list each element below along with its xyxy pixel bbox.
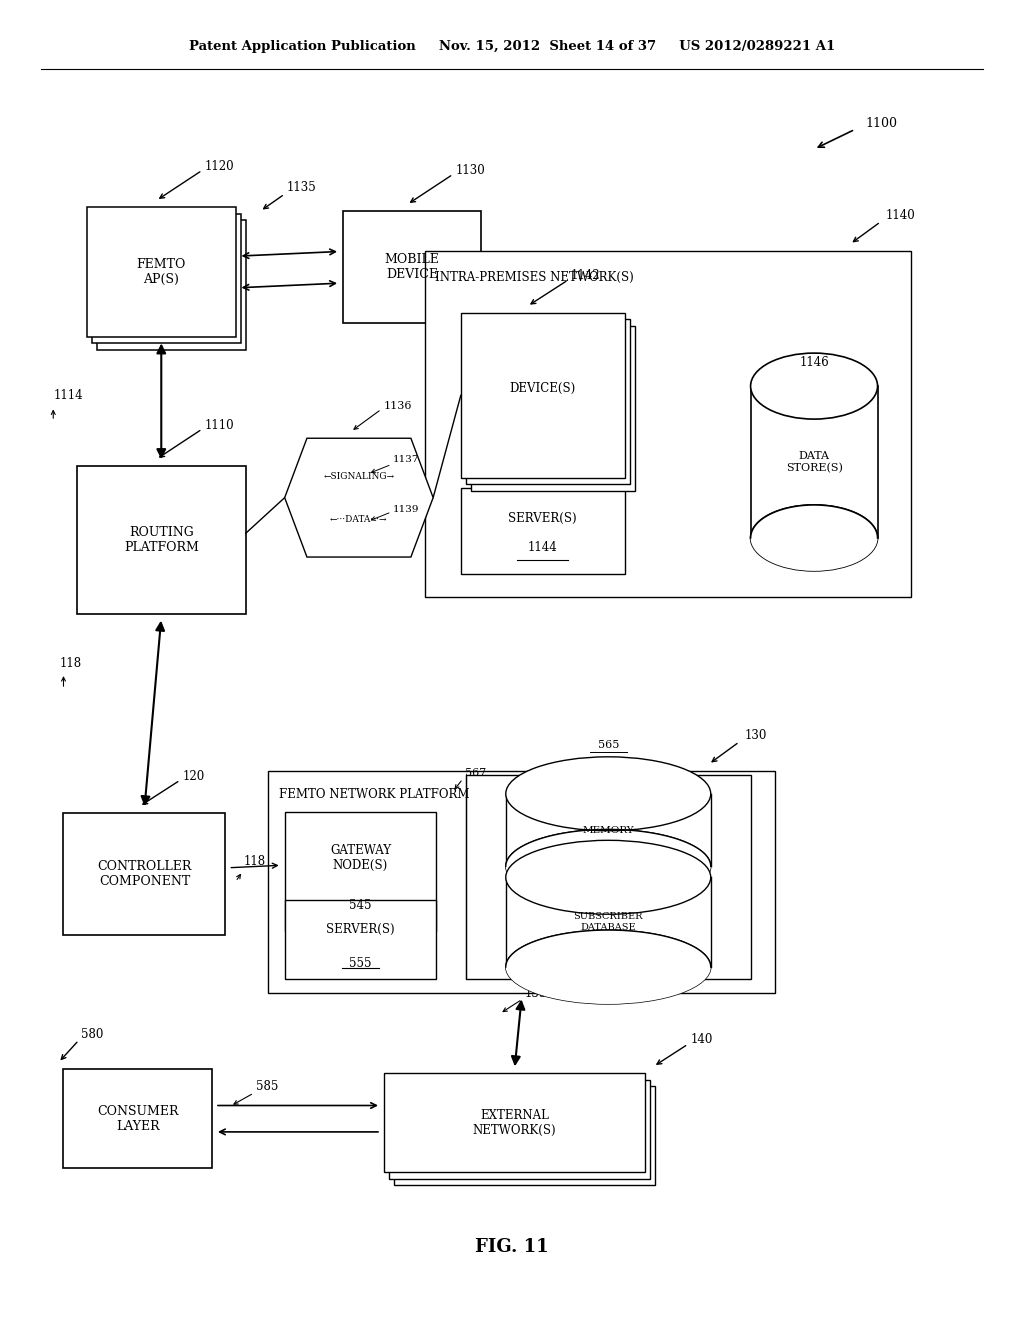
Text: 140: 140 <box>690 1032 713 1045</box>
Ellipse shape <box>506 756 711 830</box>
FancyBboxPatch shape <box>87 207 236 337</box>
Text: 120: 120 <box>182 770 205 783</box>
FancyBboxPatch shape <box>461 488 625 574</box>
FancyBboxPatch shape <box>425 251 911 597</box>
Text: 1114: 1114 <box>53 388 83 401</box>
Text: 1100: 1100 <box>865 116 897 129</box>
Text: FEMTO
AP(S): FEMTO AP(S) <box>136 257 186 286</box>
Polygon shape <box>285 438 433 557</box>
Text: 130: 130 <box>744 729 767 742</box>
Ellipse shape <box>506 829 711 903</box>
Text: 1130: 1130 <box>455 164 485 177</box>
Text: 1142: 1142 <box>570 268 600 281</box>
Ellipse shape <box>506 931 711 1005</box>
Ellipse shape <box>751 504 878 570</box>
Text: 1139: 1139 <box>393 504 420 513</box>
FancyBboxPatch shape <box>466 775 751 979</box>
Ellipse shape <box>506 931 711 1005</box>
Text: 1136: 1136 <box>384 401 412 412</box>
Text: DATA
STORE(S): DATA STORE(S) <box>785 451 843 473</box>
Text: DEVICE(S): DEVICE(S) <box>510 383 575 395</box>
Text: ROUTING
PLATFORM: ROUTING PLATFORM <box>124 525 199 554</box>
Text: 545: 545 <box>349 899 372 912</box>
FancyBboxPatch shape <box>466 319 630 484</box>
FancyBboxPatch shape <box>461 313 625 478</box>
FancyBboxPatch shape <box>63 1069 212 1168</box>
Text: 135: 135 <box>524 986 547 999</box>
FancyBboxPatch shape <box>97 220 246 350</box>
Text: SERVER(S): SERVER(S) <box>508 512 578 524</box>
FancyBboxPatch shape <box>63 813 225 935</box>
Text: 1110: 1110 <box>205 418 233 432</box>
Text: 580: 580 <box>81 1027 103 1040</box>
FancyBboxPatch shape <box>389 1080 650 1179</box>
Text: MEMORY: MEMORY <box>583 825 634 834</box>
Text: 1137: 1137 <box>393 455 420 465</box>
Text: ←SIGNALING→: ←SIGNALING→ <box>324 471 394 480</box>
Text: 567: 567 <box>465 768 486 779</box>
Text: FIG. 11: FIG. 11 <box>475 1238 549 1257</box>
FancyBboxPatch shape <box>343 211 481 323</box>
Text: 555: 555 <box>349 957 372 970</box>
Bar <box>506 793 711 866</box>
Text: SUBSCRIBER
DATABASE: SUBSCRIBER DATABASE <box>573 912 643 932</box>
FancyBboxPatch shape <box>285 812 436 931</box>
FancyBboxPatch shape <box>92 214 241 343</box>
FancyBboxPatch shape <box>394 1086 655 1185</box>
Text: Patent Application Publication     Nov. 15, 2012  Sheet 14 of 37     US 2012/028: Patent Application Publication Nov. 15, … <box>188 40 836 53</box>
FancyBboxPatch shape <box>471 326 635 491</box>
Ellipse shape <box>506 829 711 903</box>
FancyBboxPatch shape <box>384 1073 645 1172</box>
Text: 118: 118 <box>59 656 82 669</box>
Text: SERVER(S): SERVER(S) <box>326 923 395 936</box>
Text: CONTROLLER
COMPONENT: CONTROLLER COMPONENT <box>97 859 191 888</box>
Text: 565: 565 <box>598 741 618 750</box>
Text: 585: 585 <box>256 1080 279 1093</box>
FancyBboxPatch shape <box>285 900 436 979</box>
Text: EXTERNAL
NETWORK(S): EXTERNAL NETWORK(S) <box>473 1109 556 1137</box>
Bar <box>751 385 878 539</box>
Text: 118: 118 <box>244 854 266 867</box>
Ellipse shape <box>506 841 711 915</box>
Text: 1135: 1135 <box>287 181 316 194</box>
Text: 1144: 1144 <box>527 541 558 553</box>
Text: CONSUMER
LAYER: CONSUMER LAYER <box>97 1105 178 1133</box>
Text: GATEWAY
NODE(S): GATEWAY NODE(S) <box>330 843 391 873</box>
Text: 1120: 1120 <box>205 160 233 173</box>
Text: 1140: 1140 <box>886 209 915 222</box>
Text: INTRA-PREMISES NETWORK(S): INTRA-PREMISES NETWORK(S) <box>435 271 634 284</box>
Ellipse shape <box>751 354 878 420</box>
Text: MOBILE
DEVICE: MOBILE DEVICE <box>385 253 439 281</box>
Text: ←···DATA···→: ←···DATA···→ <box>330 515 388 524</box>
Text: 1146: 1146 <box>799 356 829 370</box>
Ellipse shape <box>751 504 878 570</box>
FancyBboxPatch shape <box>77 466 246 614</box>
Bar <box>506 878 711 968</box>
Text: FEMTO NETWORK PLATFORM: FEMTO NETWORK PLATFORM <box>279 788 469 801</box>
FancyBboxPatch shape <box>268 771 775 993</box>
